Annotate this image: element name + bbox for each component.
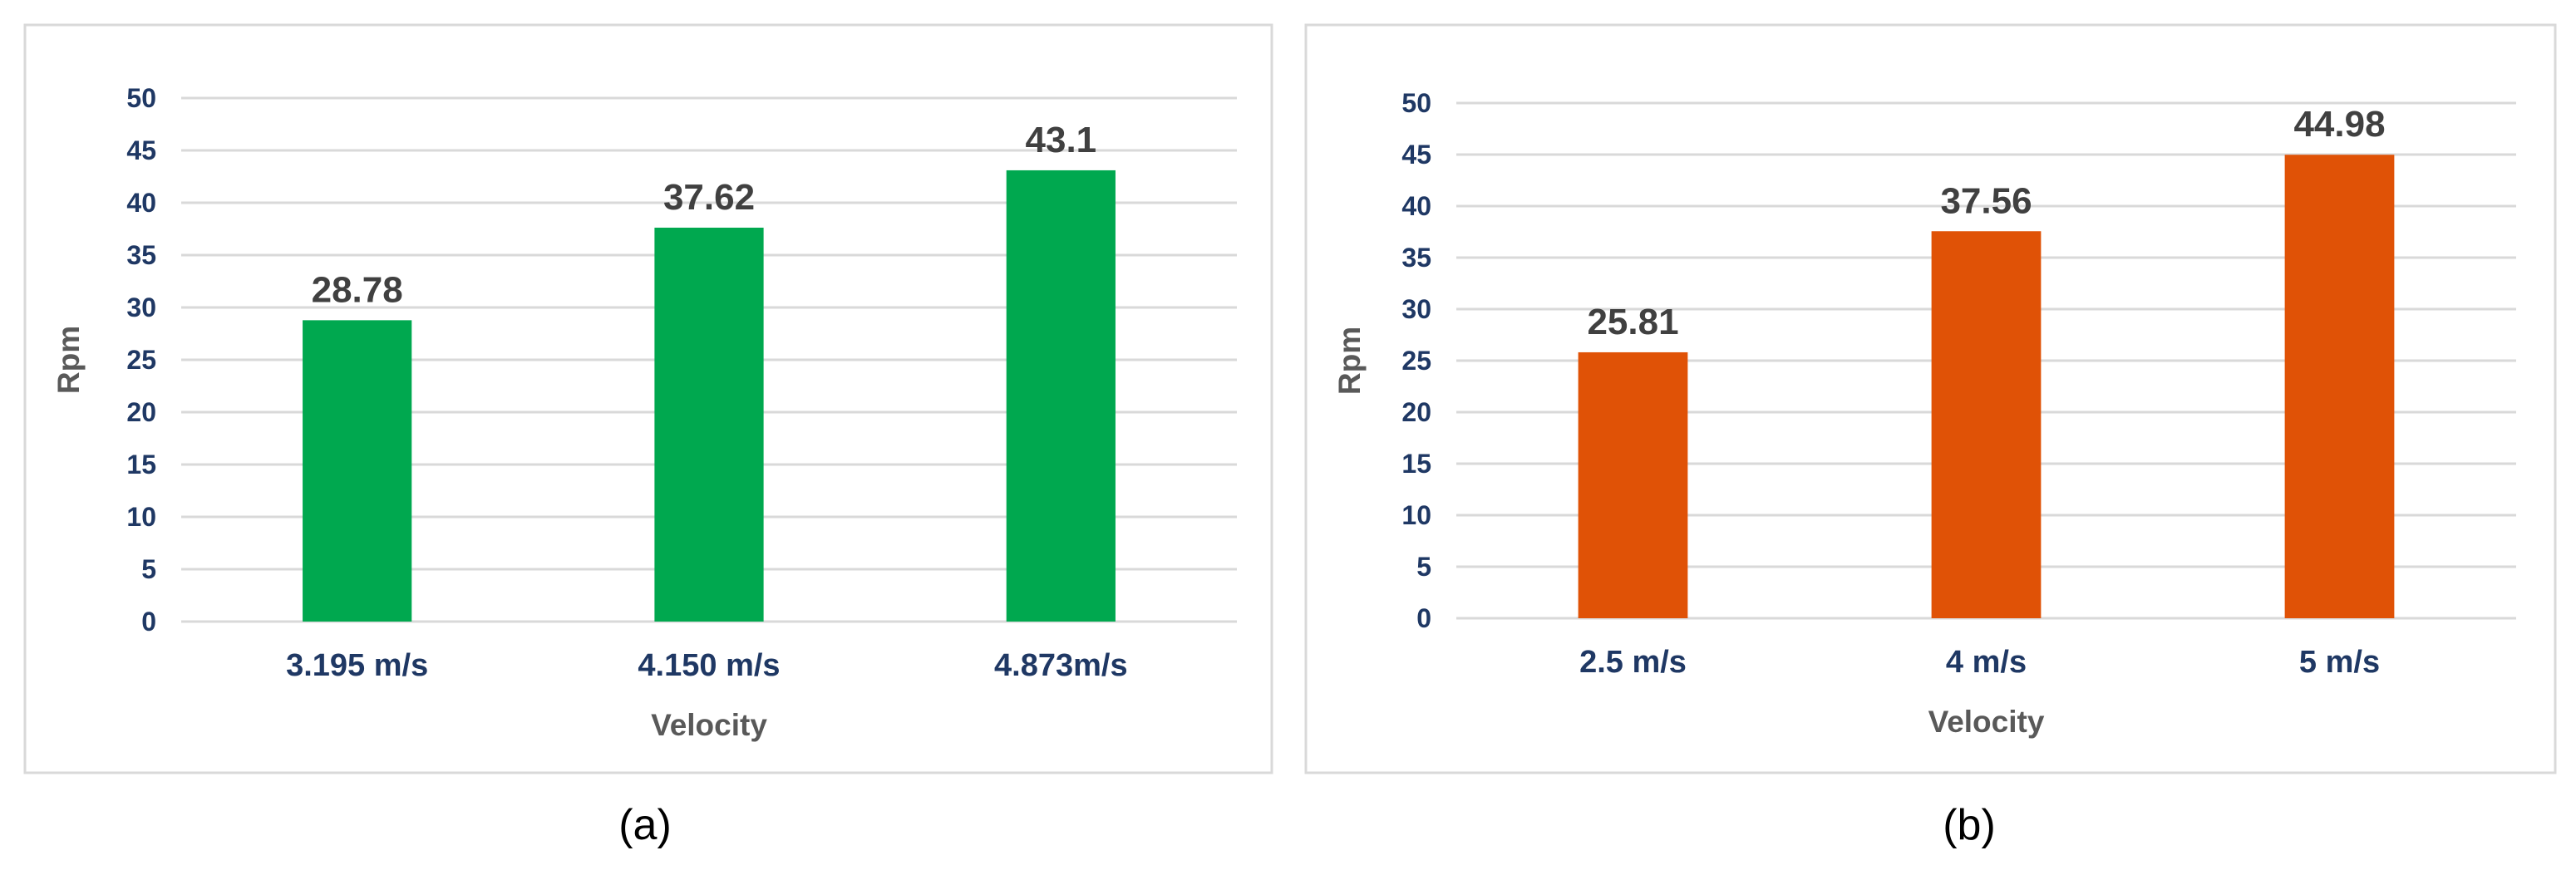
x-tick-label: 3.195 m/s bbox=[286, 648, 428, 683]
data-label: 37.62 bbox=[663, 177, 755, 218]
y-tick-label: 45 bbox=[126, 135, 156, 165]
y-tick-label: 20 bbox=[126, 397, 156, 427]
bar-chart-a: 0 5 10 15 20 25 30 35 40 45 50 28.78 3.195 m/s 37.62 4… bbox=[23, 23, 1273, 849]
bar-3 bbox=[2284, 155, 2395, 619]
bar-chart-b: 0 5 10 15 20 25 30 35 40 45 50 25.81 2.5 m/s 37.56 4 m… bbox=[1304, 23, 2557, 849]
chart-panel-a: 0 5 10 15 20 25 30 35 40 45 50 28.78 3.195 m/s 37.62 4… bbox=[23, 23, 1273, 849]
bar-2 bbox=[1931, 231, 2042, 618]
panel-caption: (b) bbox=[1943, 801, 1996, 849]
chart-panel-b: 0 5 10 15 20 25 30 35 40 45 50 25.81 2.5 m/s 37.56 4 m… bbox=[1288, 0, 2575, 875]
y-tick-label: 0 bbox=[141, 607, 156, 637]
data-label: 44.98 bbox=[2293, 104, 2385, 145]
y-tick-label: 0 bbox=[1416, 603, 1431, 633]
y-tick-label: 25 bbox=[126, 345, 156, 375]
x-axis-title: Velocity bbox=[651, 708, 767, 742]
bar-3 bbox=[1006, 170, 1116, 622]
x-tick-label: 4.873m/s bbox=[994, 648, 1128, 683]
y-tick-label: 25 bbox=[1401, 346, 1431, 376]
x-axis-title: Velocity bbox=[1928, 705, 2045, 739]
y-tick-label: 50 bbox=[126, 83, 156, 113]
y-tick-label: 5 bbox=[1416, 552, 1431, 582]
y-tick-label: 30 bbox=[1401, 294, 1431, 324]
data-label: 25.81 bbox=[1587, 302, 1678, 342]
y-tick-label: 30 bbox=[126, 292, 156, 322]
data-label: 37.56 bbox=[1940, 180, 2032, 221]
data-label: 28.78 bbox=[312, 269, 403, 310]
bar-2 bbox=[654, 227, 764, 622]
y-tick-label: 10 bbox=[1401, 500, 1431, 530]
y-tick-label: 15 bbox=[126, 450, 156, 479]
y-tick-label: 50 bbox=[1401, 88, 1431, 118]
bar-1 bbox=[303, 320, 412, 622]
y-axis-title: Rpm bbox=[1332, 327, 1367, 395]
y-axis-title: Rpm bbox=[52, 326, 86, 394]
y-tick-label: 35 bbox=[126, 240, 156, 270]
y-tick-label: 40 bbox=[1401, 191, 1431, 221]
y-tick-label: 45 bbox=[1401, 140, 1431, 170]
y-tick-label: 10 bbox=[126, 502, 156, 532]
y-tick-label: 5 bbox=[141, 554, 156, 584]
y-tick-label: 20 bbox=[1401, 397, 1431, 427]
x-tick-label: 4.150 m/s bbox=[638, 648, 780, 683]
x-tick-label: 2.5 m/s bbox=[1579, 645, 1687, 680]
bar-1 bbox=[1578, 351, 1688, 618]
panel-caption: (a) bbox=[618, 801, 672, 849]
y-tick-label: 40 bbox=[126, 188, 156, 218]
data-label: 43.1 bbox=[1026, 120, 1097, 160]
x-tick-label: 4 m/s bbox=[1946, 645, 2027, 680]
x-tick-label: 5 m/s bbox=[2299, 645, 2380, 680]
y-tick-label: 35 bbox=[1401, 243, 1431, 273]
y-tick-label: 15 bbox=[1401, 449, 1431, 479]
